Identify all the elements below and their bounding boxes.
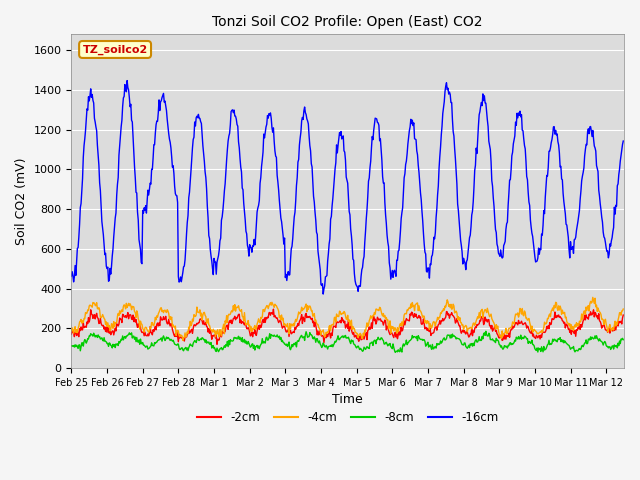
Legend: -2cm, -4cm, -8cm, -16cm: -2cm, -4cm, -8cm, -16cm bbox=[193, 407, 503, 429]
Title: Tonzi Soil CO2 Profile: Open (East) CO2: Tonzi Soil CO2 Profile: Open (East) CO2 bbox=[212, 15, 483, 29]
Text: TZ_soilco2: TZ_soilco2 bbox=[83, 44, 148, 55]
Y-axis label: Soil CO2 (mV): Soil CO2 (mV) bbox=[15, 157, 28, 245]
X-axis label: Time: Time bbox=[332, 394, 363, 407]
